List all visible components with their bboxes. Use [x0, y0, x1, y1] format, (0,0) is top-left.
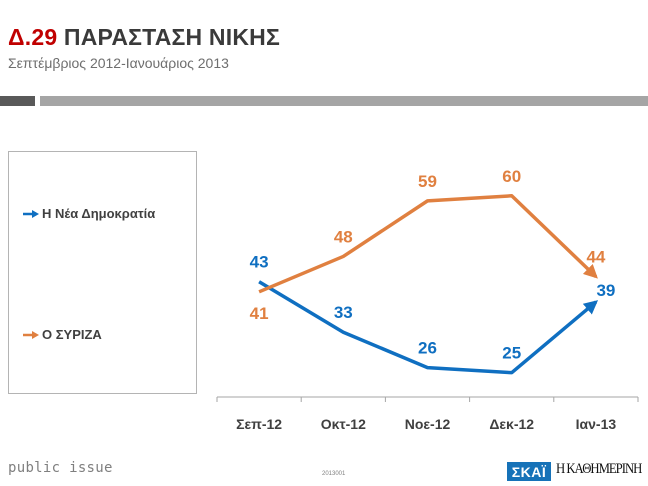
page-title: Δ.29 ΠΑΡΑΣΤΑΣΗ ΝΙΚΗΣ	[8, 24, 280, 51]
data-label: 33	[334, 303, 353, 322]
legend-label: Ο ΣΥΡΙΖΑ	[42, 327, 102, 342]
brand-public-issue: public issue	[8, 460, 113, 476]
data-label: 26	[418, 339, 437, 358]
legend-item-syriza: Ο ΣΥΡΙΖΑ	[23, 327, 102, 342]
x-tick-label: Δεκ-12	[489, 416, 534, 432]
header-divider-dark	[0, 96, 35, 106]
data-label: 25	[502, 344, 521, 363]
data-label: 39	[596, 281, 615, 300]
x-tick-label: Ιαν-13	[576, 416, 617, 432]
x-tick-label: Οκτ-12	[321, 416, 366, 432]
chart-title: ΠΑΡΑΣΤΑΣΗ ΝΙΚΗΣ	[63, 24, 280, 50]
series-line-nd	[258, 280, 599, 375]
survey-code: 2013001	[322, 471, 346, 477]
data-label: 41	[250, 304, 269, 323]
header-divider-light	[40, 96, 648, 106]
series-line-syriza	[258, 194, 598, 294]
data-label: 43	[250, 253, 269, 272]
chart-subtitle: Σεπτέμβριος 2012-Ιανουάριος 2013	[8, 55, 229, 71]
x-tick-label: Σεπ-12	[236, 416, 282, 432]
data-label: 59	[418, 172, 437, 191]
logo-skai: ΣΚΑΪ	[507, 462, 551, 481]
data-label: 44	[586, 248, 605, 267]
legend-label: Η Νέα Δημοκρατία	[42, 206, 156, 221]
legend-item-nd: Η Νέα Δημοκρατία	[23, 206, 155, 221]
data-label: 48	[334, 227, 353, 246]
data-label: 60	[502, 167, 521, 186]
arrow-right-icon	[23, 330, 39, 339]
x-tick-label: Νοε-12	[405, 416, 451, 432]
logo-kathimerini: Η ΚΑΘΗΜΕΡΙΝΗ	[556, 461, 642, 477]
legend: Η Νέα Δημοκρατία Ο ΣΥΡΙΖΑ	[8, 151, 197, 394]
arrow-right-icon	[23, 209, 39, 218]
chart-code: Δ.29	[8, 24, 58, 50]
